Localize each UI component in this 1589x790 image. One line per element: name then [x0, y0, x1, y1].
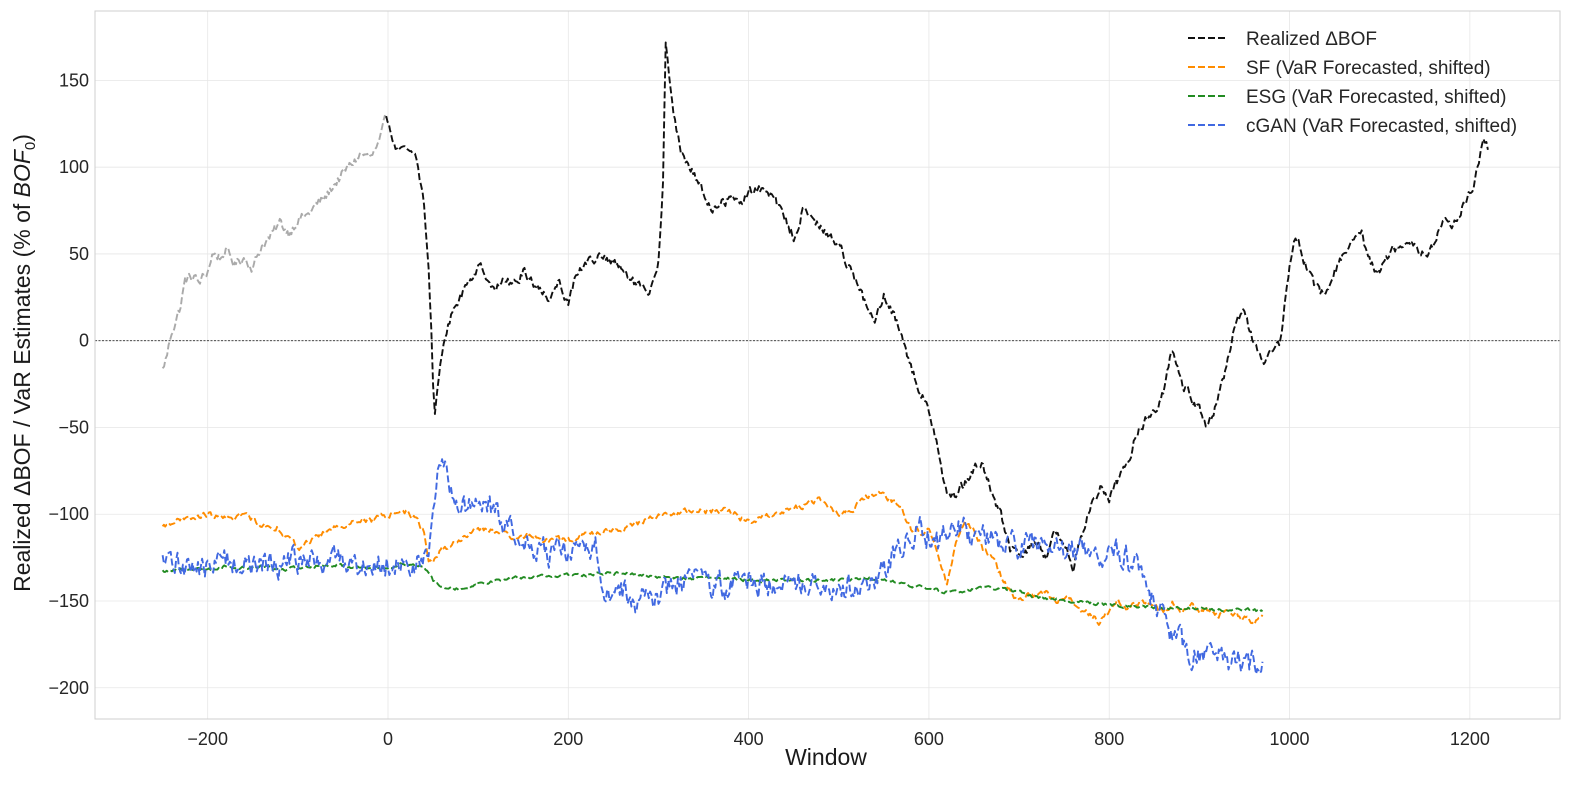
plot-frame [94, 10, 1561, 720]
x-tick-label: 400 [734, 729, 764, 749]
y-tick-label: 150 [59, 70, 89, 90]
legend-label: Realized ΔBOF [1246, 29, 1377, 50]
series-line-realized-bof-in-sample-history [161, 114, 388, 369]
x-axis-title: Window [785, 744, 867, 770]
series-layer [161, 41, 1489, 675]
y-axis-title-close: ) [9, 134, 35, 142]
x-axis-ticks: −200 0 200 400 600 800 1000 1200 [187, 729, 1489, 749]
y-tick-label: −200 [48, 678, 89, 698]
series-line-sf-var-forecasted-shifted [161, 490, 1264, 626]
series-line-esg-var-forecasted-shifted [161, 562, 1264, 613]
x-tick-label: 1200 [1450, 729, 1490, 749]
y-axis-title-subscript: 0 [22, 142, 39, 150]
x-tick-label: −200 [187, 729, 228, 749]
legend-label: SF (VaR Forecasted, shifted) [1246, 58, 1491, 79]
x-tick-label: 600 [914, 729, 944, 749]
grid-layer [95, 11, 1560, 719]
y-axis-title-main: Realized ΔBOF / VaR Estimates (% of [9, 197, 35, 592]
y-tick-label: 0 [79, 331, 89, 351]
y-axis-title-math: BOF [9, 148, 35, 197]
y-tick-label: 50 [69, 244, 89, 264]
legend-label: cGAN (VaR Forecasted, shifted) [1246, 116, 1517, 137]
x-tick-label: 1000 [1270, 729, 1310, 749]
y-tick-label: −150 [48, 591, 89, 611]
x-tick-label: 200 [553, 729, 583, 749]
x-tick-label: 0 [383, 729, 393, 749]
series-line-realized-bof [385, 41, 1489, 574]
y-tick-label: −100 [48, 504, 89, 524]
y-tick-label: −50 [58, 417, 89, 437]
legend-label: ESG (VaR Forecasted, shifted) [1246, 87, 1506, 108]
y-tick-label: 100 [59, 157, 89, 177]
x-tick-label: 800 [1094, 729, 1124, 749]
y-axis-ticks: −200 −150 −100 −50 0 50 100 150 [48, 70, 89, 697]
series-line-cgan-var-forecasted-shifted [161, 458, 1264, 675]
legend: Realized ΔBOF SF (VaR Forecasted, shifted… [1188, 29, 1517, 137]
y-axis-title: Realized ΔBOF / VaR Estimates (% of BOF0… [9, 134, 39, 592]
